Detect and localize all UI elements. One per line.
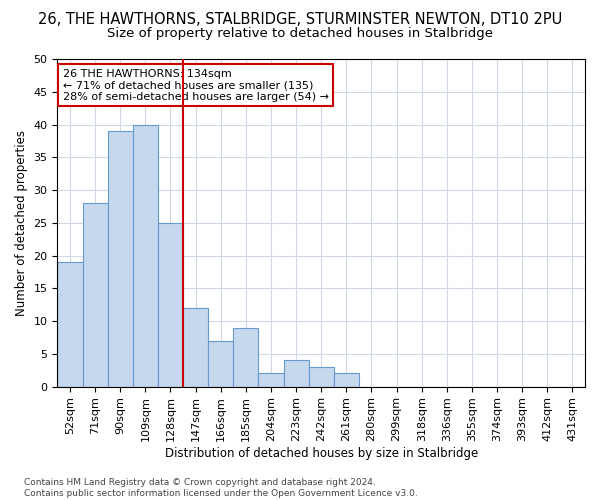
Bar (308, 367, 334, 386)
Bar (58, 262, 83, 386)
Text: Contains HM Land Registry data © Crown copyright and database right 2024.
Contai: Contains HM Land Registry data © Crown c… (24, 478, 418, 498)
Bar (183, 308, 208, 386)
Bar (133, 124, 158, 386)
Bar (259, 374, 284, 386)
Text: 26 THE HAWTHORNS: 134sqm
← 71% of detached houses are smaller (135)
28% of semi-: 26 THE HAWTHORNS: 134sqm ← 71% of detach… (62, 69, 329, 102)
Text: 26, THE HAWTHORNS, STALBRIDGE, STURMINSTER NEWTON, DT10 2PU: 26, THE HAWTHORNS, STALBRIDGE, STURMINST… (38, 12, 562, 28)
Bar (284, 360, 308, 386)
Bar (107, 131, 133, 386)
Bar (83, 203, 107, 386)
Bar (233, 328, 259, 386)
X-axis label: Distribution of detached houses by size in Stalbridge: Distribution of detached houses by size … (164, 447, 478, 460)
Bar (158, 223, 183, 386)
Text: Size of property relative to detached houses in Stalbridge: Size of property relative to detached ho… (107, 28, 493, 40)
Bar (334, 374, 359, 386)
Bar (208, 340, 233, 386)
Y-axis label: Number of detached properties: Number of detached properties (15, 130, 28, 316)
